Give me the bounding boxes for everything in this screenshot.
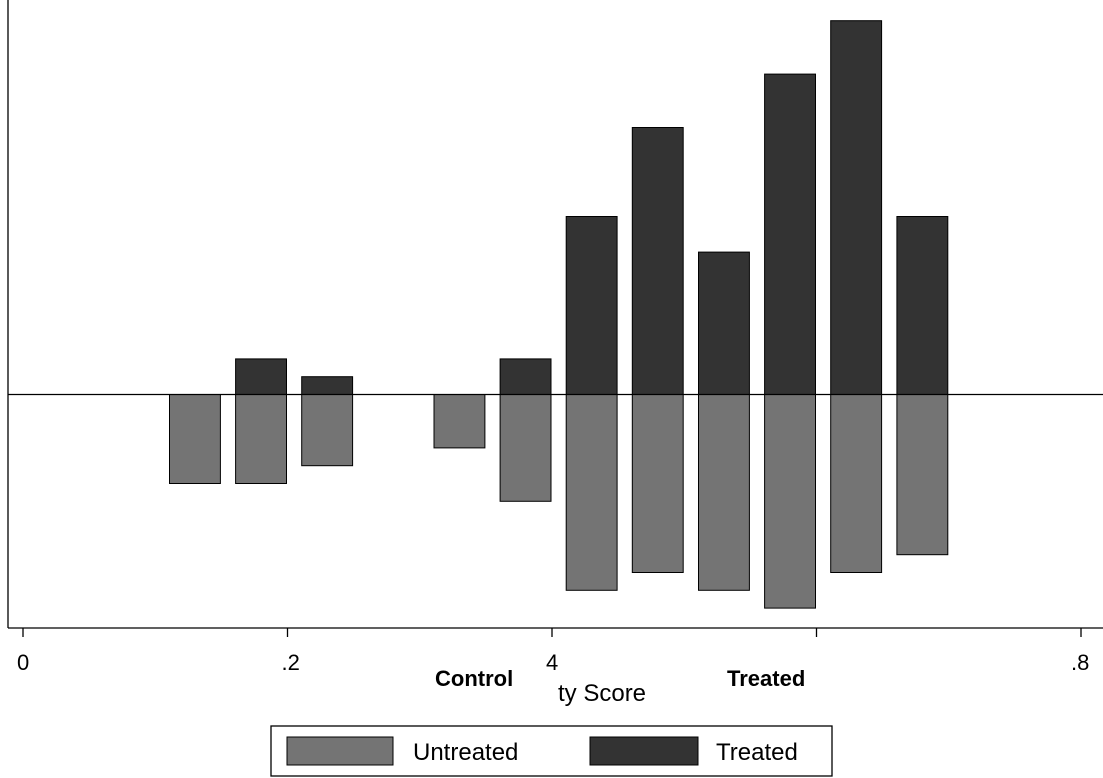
x-ticks: 0 .2 4 .8 [17,628,1089,675]
untreated-bar [698,394,750,591]
untreated-bar [631,394,684,573]
treated-bar [764,73,816,395]
treated-bar [830,20,883,395]
legend-label-treated: Treated [716,739,798,766]
treated-bar [896,216,949,395]
untreated-bar [764,394,816,609]
treated-bar [698,251,750,395]
treated-annotation: Treated [727,666,805,691]
treated-bar [631,127,684,395]
bars [169,20,949,609]
x-tick-label: .2 [282,650,300,675]
legend-swatch-treated [589,736,699,766]
untreated-bar [301,394,354,467]
untreated-bar [499,394,552,502]
treated-bar [301,376,354,396]
untreated-bar [830,394,883,573]
x-tick-label: .8 [1071,650,1089,675]
treated-bar [235,358,288,395]
untreated-bar [565,394,618,591]
untreated-bar [169,394,221,484]
treated-bar [565,216,618,395]
x-tick-label: 0 [17,650,29,675]
untreated-bar [896,394,949,556]
legend-swatch-untreated [286,736,394,766]
legend: Untreated Treated [270,725,833,777]
untreated-bar [235,394,288,484]
legend-label-untreated: Untreated [413,739,518,766]
treated-bar [499,358,552,395]
untreated-bar [433,394,486,449]
control-annotation: Control [435,666,513,691]
x-tick-label: 4 [546,650,558,675]
x-axis-title: ty Score [558,680,646,707]
